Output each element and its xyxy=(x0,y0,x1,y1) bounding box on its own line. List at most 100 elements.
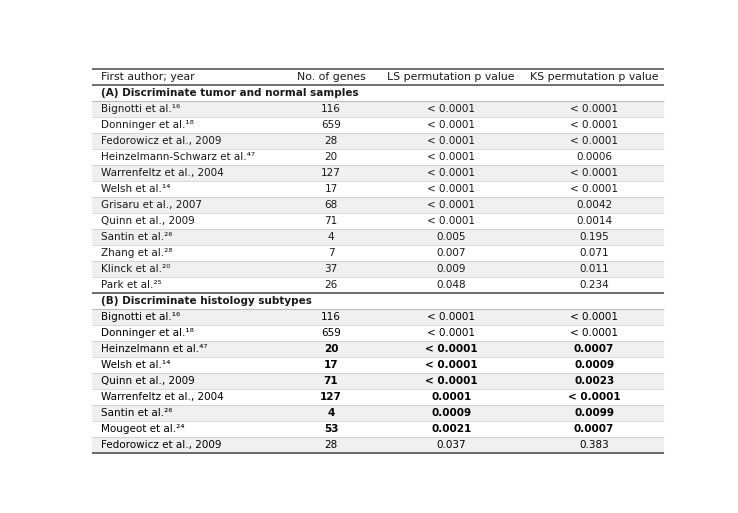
Text: KS permutation p value: KS permutation p value xyxy=(530,72,658,83)
Bar xyxy=(92,149,664,165)
Text: 127: 127 xyxy=(320,392,342,402)
Text: < 0.0001: < 0.0001 xyxy=(425,360,477,370)
Text: 0.007: 0.007 xyxy=(436,248,466,258)
Text: 71: 71 xyxy=(324,376,338,386)
Text: < 0.0001: < 0.0001 xyxy=(570,328,618,338)
Text: Welsh et al.¹⁴: Welsh et al.¹⁴ xyxy=(101,360,170,370)
Text: 0.0009: 0.0009 xyxy=(431,408,471,418)
Text: Donninger et al.¹⁸: Donninger et al.¹⁸ xyxy=(101,121,193,130)
Text: 37: 37 xyxy=(325,264,338,274)
Text: < 0.0001: < 0.0001 xyxy=(570,168,618,178)
Text: Warrenfeltz et al., 2004: Warrenfeltz et al., 2004 xyxy=(101,392,224,402)
Text: < 0.0001: < 0.0001 xyxy=(427,328,475,338)
Text: 0.0007: 0.0007 xyxy=(574,424,614,433)
Text: < 0.0001: < 0.0001 xyxy=(570,312,618,322)
Text: < 0.0001: < 0.0001 xyxy=(568,392,621,402)
Text: 0.009: 0.009 xyxy=(436,264,466,274)
Text: < 0.0001: < 0.0001 xyxy=(427,104,475,114)
Text: 20: 20 xyxy=(324,344,338,354)
Text: Heinzelmann-Schwarz et al.⁴⁷: Heinzelmann-Schwarz et al.⁴⁷ xyxy=(101,152,255,162)
Text: (B) Discriminate histology subtypes: (B) Discriminate histology subtypes xyxy=(101,296,311,306)
Text: 17: 17 xyxy=(325,184,338,194)
Bar xyxy=(92,133,664,149)
Text: < 0.0001: < 0.0001 xyxy=(427,168,475,178)
Text: 0.0042: 0.0042 xyxy=(576,200,613,210)
Text: 17: 17 xyxy=(324,360,338,370)
Bar xyxy=(92,165,664,181)
Text: < 0.0001: < 0.0001 xyxy=(427,200,475,210)
Text: No. of genes: No. of genes xyxy=(297,72,365,83)
Text: 127: 127 xyxy=(321,168,341,178)
Bar xyxy=(92,293,664,309)
Text: < 0.0001: < 0.0001 xyxy=(427,312,475,322)
Text: 7: 7 xyxy=(328,248,334,258)
Bar xyxy=(92,373,664,389)
Text: 0.011: 0.011 xyxy=(579,264,609,274)
Bar xyxy=(92,325,664,341)
Text: 4: 4 xyxy=(328,408,335,418)
Text: Mougeot et al.²⁴: Mougeot et al.²⁴ xyxy=(101,424,184,433)
Text: LS permutation p value: LS permutation p value xyxy=(387,72,515,83)
Bar xyxy=(92,277,664,293)
Text: 0.234: 0.234 xyxy=(579,280,609,290)
Text: < 0.0001: < 0.0001 xyxy=(427,216,475,226)
Bar xyxy=(92,245,664,261)
Bar xyxy=(92,405,664,421)
Bar xyxy=(92,117,664,133)
Text: 0.0021: 0.0021 xyxy=(431,424,472,433)
Text: (A) Discriminate tumor and normal samples: (A) Discriminate tumor and normal sample… xyxy=(101,88,359,98)
Text: 0.048: 0.048 xyxy=(436,280,466,290)
Text: 53: 53 xyxy=(324,424,338,433)
Text: < 0.0001: < 0.0001 xyxy=(425,344,477,354)
Text: 26: 26 xyxy=(325,280,338,290)
Text: 20: 20 xyxy=(325,152,337,162)
Text: < 0.0001: < 0.0001 xyxy=(427,152,475,162)
Bar xyxy=(92,357,664,373)
Text: 0.0001: 0.0001 xyxy=(431,392,472,402)
Bar xyxy=(92,229,664,245)
Bar xyxy=(92,197,664,213)
Text: < 0.0001: < 0.0001 xyxy=(427,121,475,130)
Bar xyxy=(92,437,664,452)
Bar xyxy=(92,389,664,405)
Bar xyxy=(92,86,664,102)
Bar xyxy=(92,261,664,277)
Text: Zhang et al.²⁸: Zhang et al.²⁸ xyxy=(101,248,173,258)
Bar xyxy=(92,341,664,357)
Text: 116: 116 xyxy=(321,104,341,114)
Text: Warrenfeltz et al., 2004: Warrenfeltz et al., 2004 xyxy=(101,168,224,178)
Text: Santin et al.²⁶: Santin et al.²⁶ xyxy=(101,408,173,418)
Text: 0.383: 0.383 xyxy=(579,440,609,449)
Text: Donninger et al.¹⁸: Donninger et al.¹⁸ xyxy=(101,328,193,338)
Text: 0.037: 0.037 xyxy=(436,440,466,449)
Text: 28: 28 xyxy=(325,136,338,146)
Text: Park et al.²⁵: Park et al.²⁵ xyxy=(101,280,162,290)
Text: Quinn et al., 2009: Quinn et al., 2009 xyxy=(101,216,195,226)
Text: Santin et al.²⁶: Santin et al.²⁶ xyxy=(101,232,173,242)
Text: Klinck et al.²⁰: Klinck et al.²⁰ xyxy=(101,264,170,274)
Bar xyxy=(92,309,664,325)
Text: 659: 659 xyxy=(321,121,341,130)
Text: 0.0099: 0.0099 xyxy=(574,408,614,418)
Bar xyxy=(92,102,664,117)
Text: First author; year: First author; year xyxy=(101,72,194,83)
Text: 116: 116 xyxy=(321,312,341,322)
Text: 0.0009: 0.0009 xyxy=(574,360,614,370)
Text: 28: 28 xyxy=(325,440,338,449)
Text: Fedorowicz et al., 2009: Fedorowicz et al., 2009 xyxy=(101,136,221,146)
Text: 68: 68 xyxy=(325,200,338,210)
Text: < 0.0001: < 0.0001 xyxy=(570,121,618,130)
Text: < 0.0001: < 0.0001 xyxy=(427,184,475,194)
Text: 4: 4 xyxy=(328,232,334,242)
Text: Heinzelmann et al.⁴⁷: Heinzelmann et al.⁴⁷ xyxy=(101,344,207,354)
Text: Quinn et al., 2009: Quinn et al., 2009 xyxy=(101,376,195,386)
Text: Bignotti et al.¹⁶: Bignotti et al.¹⁶ xyxy=(101,104,180,114)
Text: < 0.0001: < 0.0001 xyxy=(427,136,475,146)
Text: < 0.0001: < 0.0001 xyxy=(570,184,618,194)
Text: Welsh et al.¹⁴: Welsh et al.¹⁴ xyxy=(101,184,170,194)
Text: < 0.0001: < 0.0001 xyxy=(570,104,618,114)
Bar xyxy=(92,181,664,197)
Text: Bignotti et al.¹⁶: Bignotti et al.¹⁶ xyxy=(101,312,180,322)
Text: Grisaru et al., 2007: Grisaru et al., 2007 xyxy=(101,200,201,210)
Text: < 0.0001: < 0.0001 xyxy=(570,136,618,146)
